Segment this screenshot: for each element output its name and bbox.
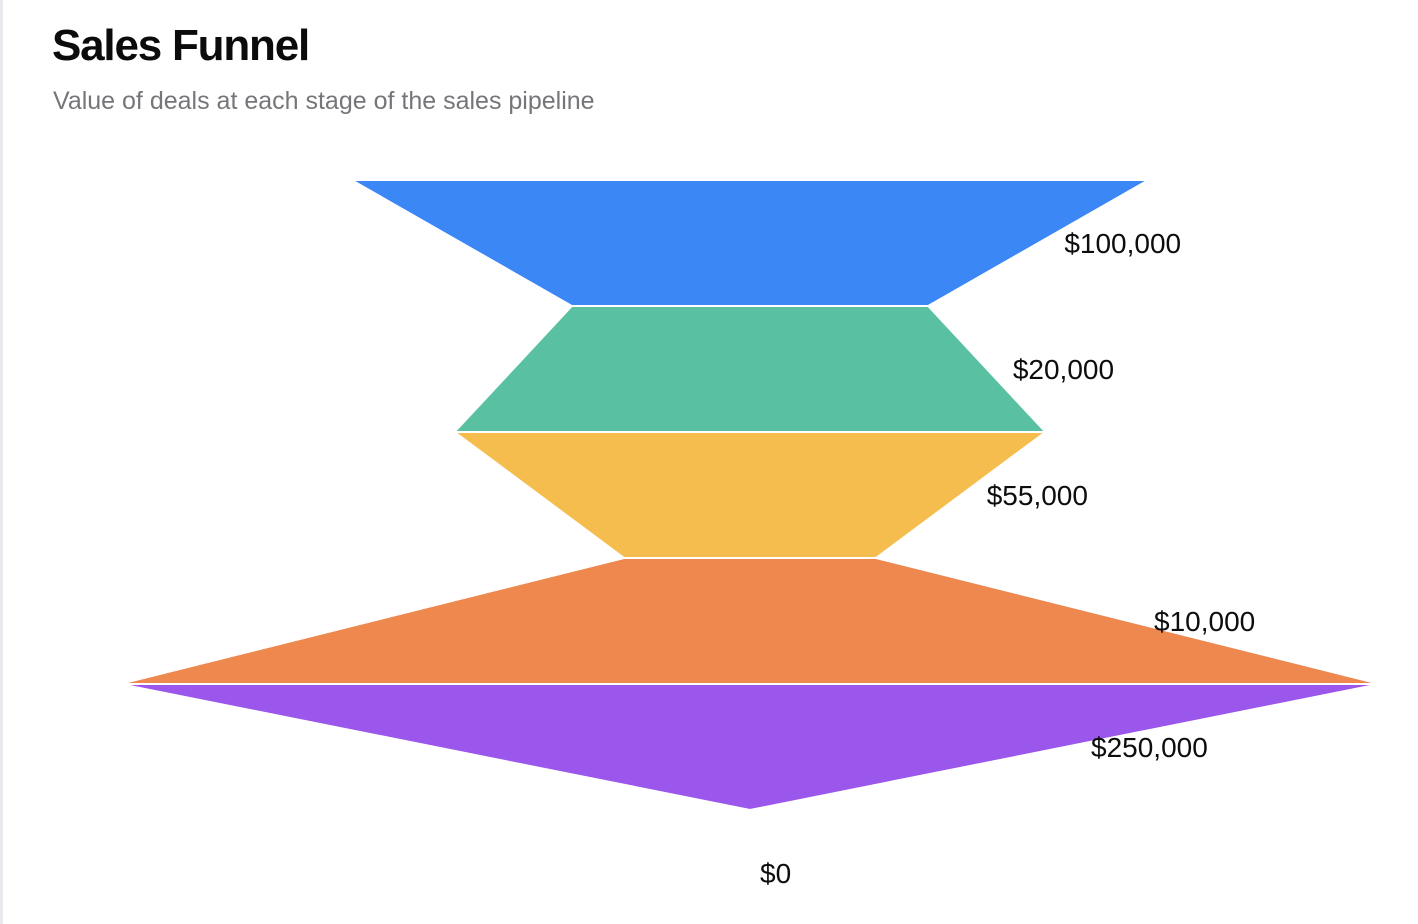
funnel-segment-1 [347,179,1153,307]
chart-title: Sales Funnel [52,21,310,70]
funnel-value-label-4: $10,000 [1154,606,1255,637]
funnel-value-label-3: $55,000 [987,480,1088,511]
funnel-value-labels: $100,000 $20,000 $55,000 $10,000 $250,000 $0 [760,228,1255,889]
funnel-value-label-5: $250,000 [1091,732,1208,763]
funnel-segments [119,179,1381,812]
funnel-value-label-6: $0 [760,858,791,889]
chart-subtitle: Value of deals at each stage of the sale… [53,87,595,115]
funnel-value-label-1: $100,000 [1064,228,1181,259]
funnel-segment-3 [451,431,1049,559]
funnel-segment-2 [452,305,1048,433]
funnel-segment-5 [119,683,1381,812]
funnel-value-label-2: $20,000 [1013,354,1114,385]
panel-left-border [0,0,3,924]
